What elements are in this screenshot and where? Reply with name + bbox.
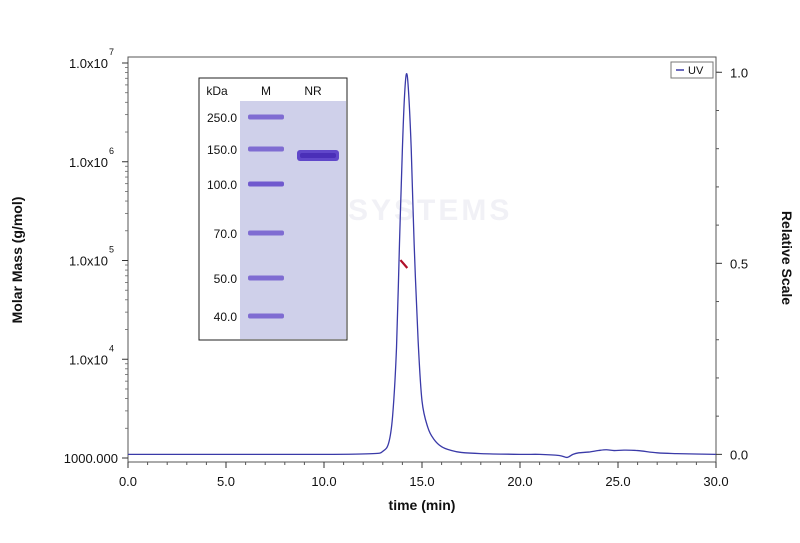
series-line-uv: [128, 73, 717, 459]
y-right-tick-label: 0.0: [730, 447, 748, 462]
x-tick-label: 15.0: [409, 474, 434, 489]
gel-ladder-band: [248, 313, 284, 319]
y-left-tick-exponent: 5: [109, 245, 114, 255]
y-right-tick-label: 1.0: [730, 65, 748, 80]
x-axis-ticks: 0.0 5.0 10.0 15.0 20.0 25.0 30.0: [119, 462, 729, 489]
gel-ladder-label: 50.0: [214, 272, 238, 286]
series-layer: [128, 73, 717, 459]
y-left-tick-exponent: 6: [109, 146, 114, 156]
y-left-tick-label: 1.0x10: [69, 56, 108, 71]
gel-ladder-label: 250.0: [207, 111, 237, 125]
x-tick-label: 5.0: [217, 474, 235, 489]
y-left-tick-exponent: 4: [109, 343, 114, 353]
inset-gel: kDa M NR 250.0 150.0 100.0 70.0 50.0 40.0: [198, 77, 348, 341]
x-tick-label: 10.0: [311, 474, 336, 489]
gel-lane-area: [240, 101, 346, 339]
gel-ladder-label: 40.0: [214, 310, 238, 324]
y-left-tick-label: 1.0x10: [69, 155, 108, 170]
series-line-molar-mass: [399, 259, 409, 269]
gel-ladder-band: [248, 146, 284, 152]
x-tick-label: 25.0: [605, 474, 630, 489]
gel-ladder-band: [248, 114, 284, 120]
y-left-tick-label: 1.0x10: [69, 254, 108, 269]
gel-header-kda: kDa: [206, 84, 228, 98]
y-left-axis-title: Molar Mass (g/mol): [9, 197, 25, 324]
gel-sample-band-nr-core: [300, 153, 336, 158]
gel-ladder-band: [248, 230, 284, 236]
y-right-axis-ticks: 0.0 0.5 1.0: [716, 65, 748, 462]
y-left-tick-label: 1000.000: [64, 451, 118, 466]
gel-header-marker: M: [261, 84, 271, 98]
gel-ladder-band: [248, 275, 284, 281]
x-tick-label: 20.0: [507, 474, 532, 489]
gel-ladder-label: 70.0: [214, 227, 238, 241]
legend: UV: [670, 61, 714, 79]
x-tick-label: 0.0: [119, 474, 137, 489]
x-tick-label: 30.0: [703, 474, 728, 489]
legend-box: [670, 61, 714, 79]
gel-ladder-band: [248, 181, 284, 187]
y-left-tick-exponent: 7: [109, 47, 114, 57]
gel-ladder-label: 100.0: [207, 178, 237, 192]
gel-ladder: 250.0 150.0 100.0 70.0 50.0 40.0: [207, 111, 284, 324]
y-right-tick-label: 0.5: [730, 256, 748, 271]
x-axis-title: time (min): [389, 497, 456, 513]
y-left-tick-label: 1.0x10: [69, 352, 108, 367]
y-right-axis-title: Relative Scale: [779, 211, 795, 305]
gel-ladder-label: 150.0: [207, 143, 237, 157]
legend-label-uv: UV: [688, 65, 704, 77]
gel-header-nr: NR: [304, 84, 322, 98]
